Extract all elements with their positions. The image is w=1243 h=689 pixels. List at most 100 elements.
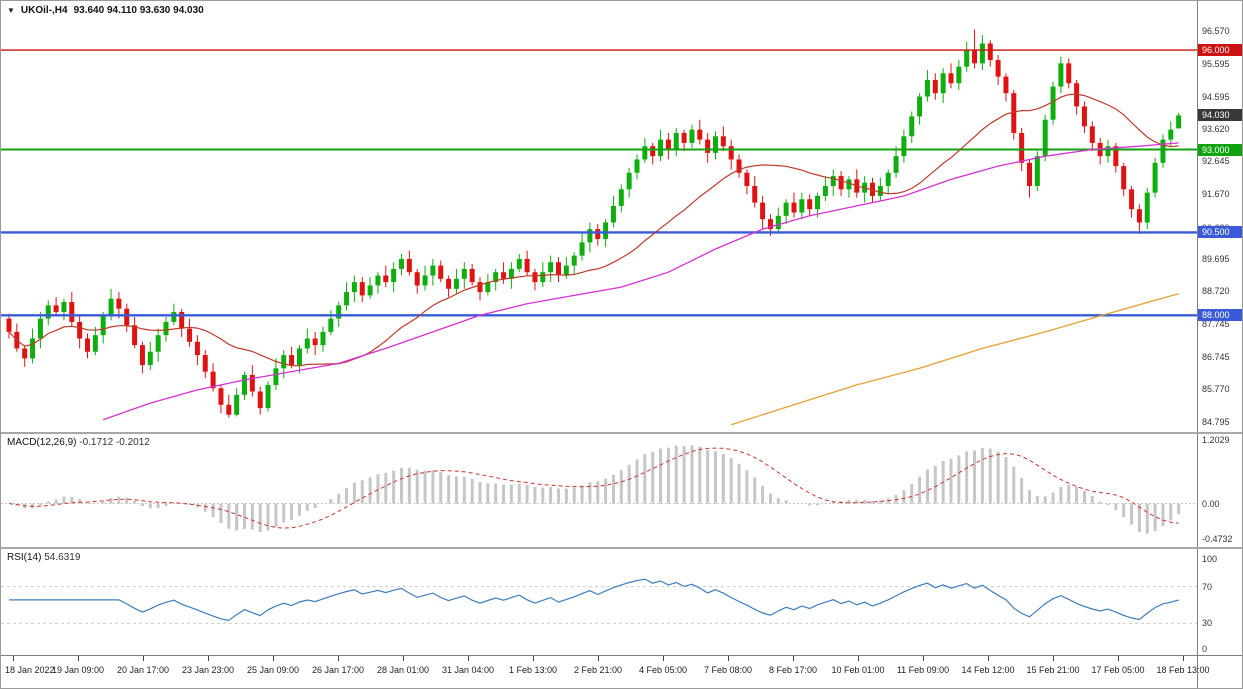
pane-separator[interactable]	[1, 547, 1242, 549]
candle	[1003, 73, 1009, 102]
candle	[312, 331, 318, 356]
candle	[909, 111, 915, 143]
candle	[446, 275, 452, 298]
macd-tick-label: 1.2029	[1202, 435, 1230, 445]
candle	[1027, 159, 1032, 198]
chart-symbol-period: UKOil-,H4	[20, 5, 68, 16]
time-label: 28 Jan 01:00	[376, 665, 430, 675]
candle	[979, 35, 985, 70]
candle	[610, 195, 616, 228]
candle	[540, 262, 546, 288]
time-label: 31 Jan 04:00	[441, 665, 495, 675]
rsi-label: RSI(14) 54.6319	[7, 552, 80, 563]
candle	[477, 277, 483, 301]
candle	[838, 171, 844, 196]
time-tick	[403, 656, 404, 661]
rsi-tick-label: 0	[1202, 644, 1208, 654]
time-label: 11 Feb 09:00	[896, 665, 950, 675]
price-axis[interactable]: 96.57095.59594.59593.62092.64591.67090.6…	[1197, 1, 1242, 432]
macd-signal-line	[8, 447, 1179, 529]
candle	[626, 167, 632, 198]
price-level-badge: 90.500	[1198, 226, 1242, 239]
candle	[854, 169, 860, 198]
candle	[846, 176, 852, 198]
time-tick	[1118, 656, 1119, 661]
price-tick-label: 91.670	[1202, 188, 1230, 199]
rsi-tick-label: 100	[1202, 554, 1218, 564]
candle	[579, 232, 585, 261]
macd-label: MACD(12,26,9) -0.1712 -0.2012	[7, 437, 150, 448]
candle	[1136, 204, 1142, 235]
macd-canvas[interactable]	[1, 434, 1200, 547]
candle	[22, 345, 28, 367]
price-chart-canvas[interactable]	[1, 1, 1200, 432]
candle	[760, 195, 766, 230]
candle	[69, 292, 75, 327]
candle	[705, 132, 711, 163]
candle	[697, 119, 703, 145]
time-tick	[793, 656, 794, 661]
candle	[815, 192, 821, 218]
candle	[218, 384, 224, 414]
candle	[367, 277, 373, 299]
candle	[422, 265, 428, 291]
time-tick	[923, 656, 924, 661]
candle	[524, 250, 530, 276]
candle	[689, 124, 695, 148]
candle	[964, 41, 970, 72]
time-label: 26 Jan 17:00	[311, 665, 365, 675]
candle	[736, 154, 742, 178]
time-label: 20 Jan 17:00	[116, 665, 170, 675]
candle	[53, 297, 59, 316]
time-tick	[78, 656, 79, 661]
candle	[391, 262, 397, 293]
macd-tick-label: -0.4732	[1202, 534, 1233, 544]
candle	[265, 381, 271, 412]
macd-axis[interactable]: 1.2029 0.00 -0.4732	[1197, 434, 1242, 547]
candle	[807, 194, 813, 216]
candle	[163, 316, 169, 342]
candle	[375, 272, 381, 294]
candle	[571, 252, 577, 274]
time-label: 18 Feb 13:00	[1156, 665, 1210, 675]
candle	[147, 341, 153, 370]
candle	[822, 176, 828, 201]
candle	[720, 126, 726, 152]
time-tick	[663, 656, 664, 661]
candle	[1152, 157, 1158, 198]
pane-separator[interactable]	[1, 432, 1242, 434]
price-tick-label: 86.745	[1202, 351, 1230, 362]
candle	[1011, 89, 1017, 140]
time-label: 18 Jan 2022	[5, 665, 55, 675]
candle	[1144, 187, 1150, 230]
candle	[917, 93, 923, 125]
macd-tick-label: 0.00	[1202, 498, 1220, 509]
price-tick-label: 92.645	[1202, 156, 1230, 167]
rsi-canvas[interactable]	[1, 549, 1200, 655]
candle	[124, 303, 130, 332]
candle	[132, 316, 138, 349]
candle	[6, 313, 12, 339]
ma-mid-line	[102, 142, 1179, 421]
rsi-name: RSI(14)	[7, 552, 42, 563]
time-axis-corner	[1197, 656, 1242, 688]
candle	[461, 262, 467, 289]
rsi-value: 54.6319	[44, 552, 81, 563]
candle	[948, 63, 954, 89]
candle	[469, 263, 475, 286]
rsi-tick-label: 70	[1202, 581, 1213, 592]
candle	[752, 176, 758, 208]
candle	[328, 310, 334, 336]
candle	[595, 224, 601, 246]
rsi-axis[interactable]: 100 70 30 0	[1197, 549, 1242, 655]
candle	[1066, 58, 1072, 89]
time-tick	[208, 656, 209, 661]
chart-dropdown-icon[interactable]: ▼	[7, 6, 15, 15]
time-axis[interactable]: 18 Jan 2022 19 Jan 09:00 20 Jan 17:00 23 Ja…	[1, 655, 1242, 688]
price-level-badge: 93.000	[1198, 143, 1242, 156]
time-tick	[273, 656, 274, 661]
candle	[791, 192, 797, 218]
price-tick-label: 93.620	[1202, 123, 1230, 134]
candle	[972, 29, 978, 69]
candle	[179, 308, 185, 337]
